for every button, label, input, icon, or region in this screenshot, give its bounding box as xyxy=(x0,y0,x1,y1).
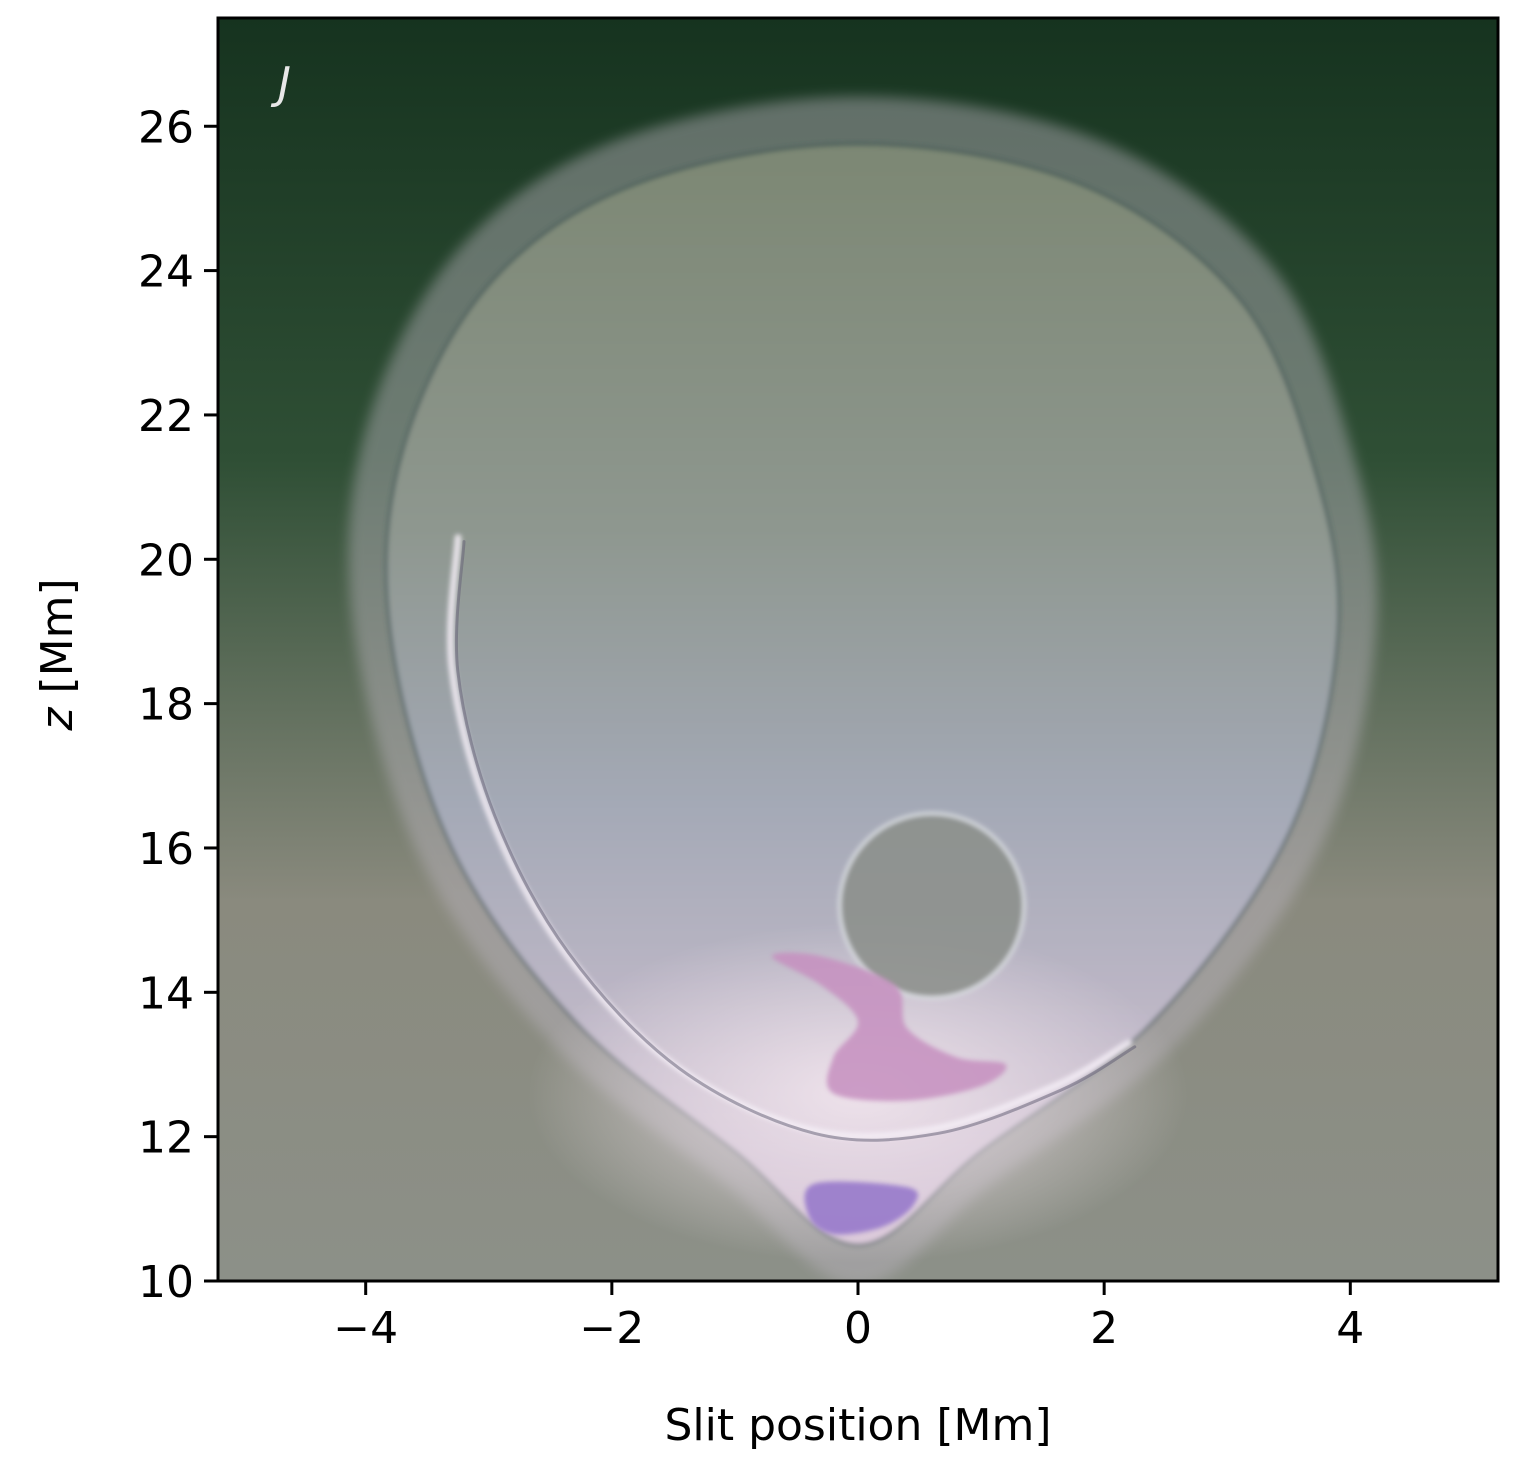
x-tick-label: −4 xyxy=(333,1303,398,1354)
y-tick-label: 10 xyxy=(138,1257,194,1308)
pink-structure xyxy=(771,952,1007,1101)
x-axis-label: Slit position [Mm] xyxy=(664,1400,1051,1451)
y-tick-label: 12 xyxy=(138,1113,194,1164)
y-tick-label: 20 xyxy=(138,535,194,586)
y-axis: 10 12 14 16 18 20 22 24 26 xyxy=(138,102,218,1308)
y-tick-label: 18 xyxy=(138,680,194,731)
y-tick-label: 26 xyxy=(138,102,194,153)
x-tick-label: −2 xyxy=(579,1303,644,1354)
y-axis-label-var: z xyxy=(32,707,83,732)
y-axis-label-unit: [Mm] xyxy=(32,578,83,707)
purple-blob xyxy=(804,1181,918,1235)
y-tick-label: 24 xyxy=(138,247,194,298)
x-tick-label: 4 xyxy=(1336,1303,1364,1354)
left-arc-shadow xyxy=(454,540,1137,1142)
x-tick-label: 2 xyxy=(1090,1303,1118,1354)
x-axis: −4 −2 0 2 4 xyxy=(333,1281,1364,1354)
y-tick-label: 14 xyxy=(138,968,194,1019)
y-axis-label: z [Mm] xyxy=(32,578,83,731)
y-tick-label: 22 xyxy=(138,391,194,442)
plot-area xyxy=(218,18,1498,1281)
x-tick-label: 0 xyxy=(844,1303,872,1354)
y-tick-label: 16 xyxy=(138,824,194,875)
cavity-feature xyxy=(837,811,1027,1001)
